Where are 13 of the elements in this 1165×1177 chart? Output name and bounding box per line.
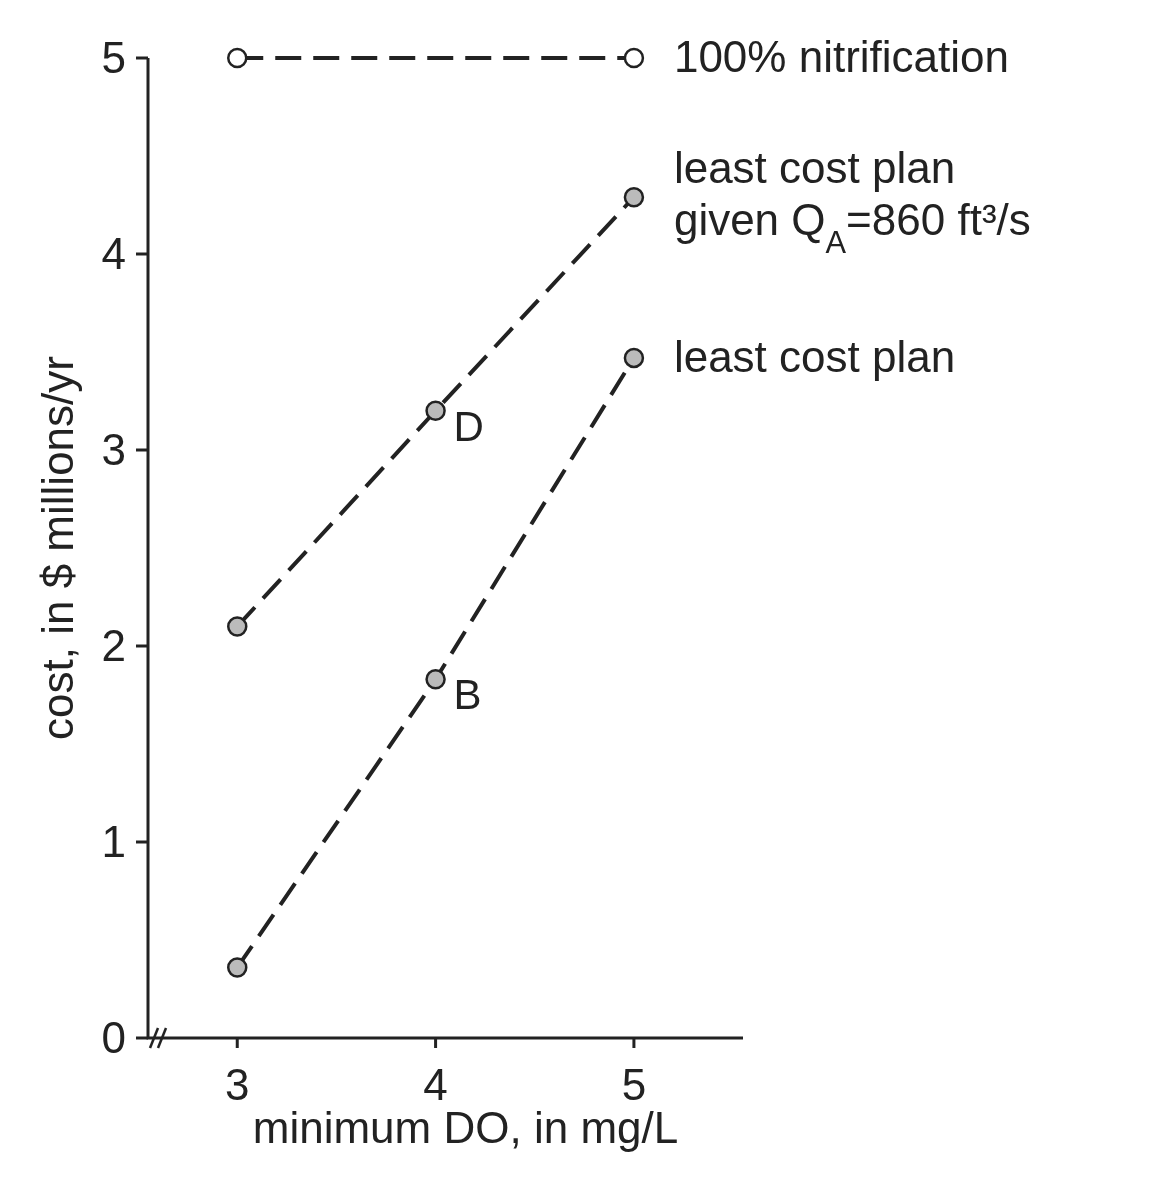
annotation: B	[453, 671, 482, 719]
series-label: least cost plan given Q$_{A}$=860 ft³/s	[673, 143, 1031, 260]
y-tick-label: 5	[101, 33, 126, 82]
y-tick-label: 1	[101, 817, 126, 866]
y-tick-label: 3	[101, 425, 126, 474]
x-tick-label: 3	[225, 1060, 250, 1109]
series-label: least cost plan	[673, 331, 956, 381]
annotation: D	[453, 402, 484, 450]
y-tick-label: 0	[101, 1013, 126, 1062]
y-tick-label: 4	[101, 229, 126, 278]
series-label: 100% nitrification	[673, 32, 1009, 81]
y-axis-title: cost, in $ millions/yr	[33, 356, 82, 740]
y-tick-label: 2	[101, 621, 126, 670]
